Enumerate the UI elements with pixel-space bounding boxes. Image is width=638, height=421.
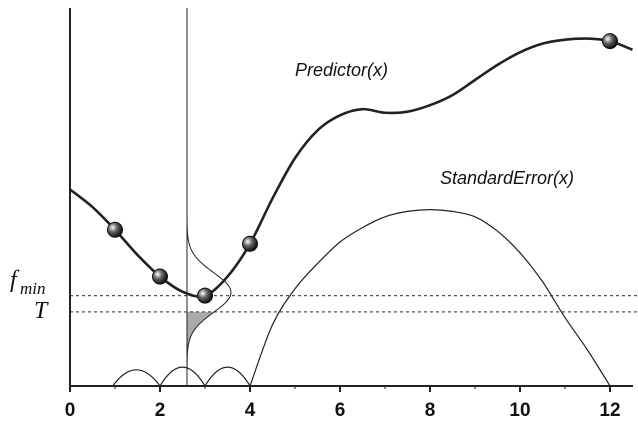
gaussian-density-curve — [186, 164, 232, 386]
fmin-label: f — [10, 267, 20, 293]
axes-layer — [69, 8, 633, 392]
shaded-probability-region — [187, 311, 215, 361]
x-tick-label: 6 — [335, 400, 346, 421]
standard-error-small-arches — [112, 366, 251, 387]
sample-point — [152, 268, 168, 285]
series-label-standard-error: StandardError(x) — [440, 168, 574, 188]
sample-point — [242, 235, 258, 252]
shaded-region-layer — [187, 311, 215, 361]
x-tick-label: 12 — [599, 400, 620, 421]
sample-point — [602, 33, 618, 50]
sample-point — [197, 287, 213, 304]
sample-points-layer — [107, 33, 618, 304]
fmin-subscript: min — [20, 279, 46, 298]
threshold-label: T — [34, 298, 49, 324]
x-tick-label: 4 — [245, 400, 256, 421]
x-tick-label: 0 — [65, 400, 76, 421]
series-layer — [69, 37, 633, 387]
standard-error-curve — [249, 208, 611, 387]
series-label-predictor: Predictor(x) — [295, 60, 388, 80]
sample-point — [107, 221, 123, 238]
x-tick-label: 10 — [509, 400, 530, 421]
x-tick-label: 8 — [425, 400, 436, 421]
x-tick-label: 2 — [155, 400, 166, 421]
labels-layer: Predictor(x) StandardError(x) f min T 0 2… — [10, 60, 621, 421]
